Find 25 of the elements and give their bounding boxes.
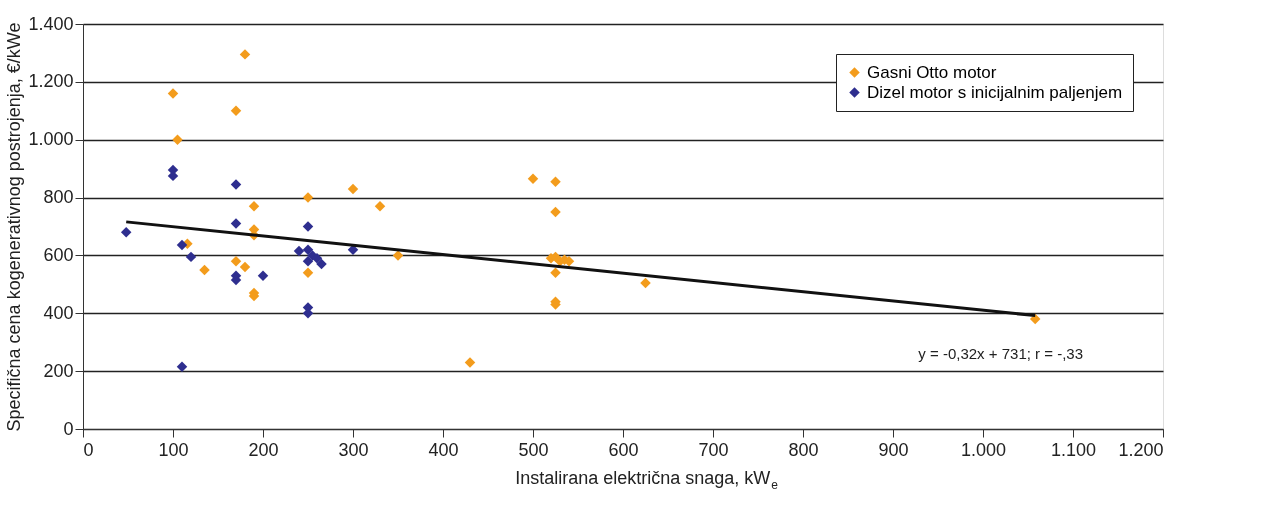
y-tick-label: 1.200 <box>28 71 74 92</box>
x-tick-label: 0 <box>83 439 94 460</box>
y-axis-title: Specifična cena kogenerativnog postrojenja, €/kWe <box>4 22 25 432</box>
y-tick-label: 600 <box>43 244 74 265</box>
annotation: y = -0,32x + 731; r = -,33 <box>918 345 1083 362</box>
legend-label: Gasni Otto motor <box>867 62 997 82</box>
x-tick-label: 1.200 <box>1118 439 1164 460</box>
x-tick-label: 600 <box>608 439 639 460</box>
x-tick-label: 700 <box>698 439 729 460</box>
x-tick-label: 500 <box>518 439 549 460</box>
x-tick-label: 800 <box>788 439 819 460</box>
y-tick-label: 1.000 <box>28 129 74 150</box>
y-tick-label: 800 <box>43 187 74 208</box>
x-tick-label: 100 <box>158 439 189 460</box>
legend-label: Dizel motor s inicijalnim paljenjem <box>867 82 1123 102</box>
x-tick-label: 1.000 <box>960 439 1007 460</box>
x-tick-label: 400 <box>428 439 459 460</box>
x-tick-label: 1.100 <box>1050 439 1097 460</box>
y-tick-label: 400 <box>43 302 74 323</box>
y-tick-label: 0 <box>63 418 74 439</box>
x-tick-label: 200 <box>248 439 279 460</box>
x-tick-label: 900 <box>878 439 909 460</box>
y-tick-label: 1.400 <box>28 13 74 34</box>
y-tick-label: 200 <box>43 360 74 381</box>
x-tick-label: 300 <box>338 439 369 460</box>
